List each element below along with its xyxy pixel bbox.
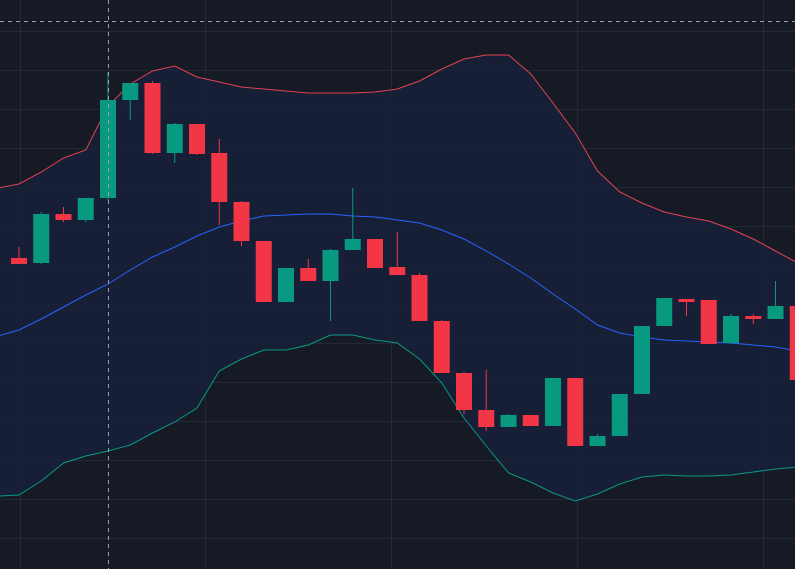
candle-body-up[interactable] [166,124,183,153]
candle-body-down[interactable] [478,410,495,427]
candle-body-down[interactable] [233,202,250,241]
candle-body-down[interactable] [367,239,383,268]
candle-body-down[interactable] [789,306,795,380]
candle[interactable] [745,314,762,324]
candle-body-up[interactable] [611,394,628,436]
candle-body-up[interactable] [122,83,139,100]
candle-body-down[interactable] [433,321,450,373]
candle[interactable] [144,81,161,154]
candle-body-up[interactable] [723,316,739,343]
candle[interactable] [367,239,383,268]
candle[interactable] [589,434,606,446]
candle[interactable] [278,268,294,302]
candle[interactable] [300,259,317,281]
candle[interactable] [55,207,72,222]
candle[interactable] [478,370,495,431]
candle-body-down[interactable] [11,258,27,264]
candle[interactable] [456,372,472,414]
candle-body-up[interactable] [33,214,50,263]
band-area [0,55,795,501]
candle[interactable] [411,273,428,321]
candle[interactable] [77,198,94,222]
bollinger-bands [0,54,795,502]
candle[interactable] [611,394,628,436]
candle[interactable] [789,306,795,380]
lower-band-line [0,334,795,502]
bollinger-band-fill [0,55,795,501]
candle[interactable] [122,83,139,120]
candle-body-down[interactable] [456,373,472,410]
candle-body-down[interactable] [745,316,762,319]
candle-body-up[interactable] [77,198,94,220]
candle-body-up[interactable] [322,250,339,281]
candle[interactable] [767,281,784,319]
candle[interactable] [11,247,27,264]
candle[interactable] [389,232,406,275]
candle-body-down[interactable] [211,153,228,202]
candles[interactable] [11,72,795,446]
candle-body-down[interactable] [255,241,272,302]
candle-body-up[interactable] [278,268,294,302]
upper-band-line [0,54,795,263]
candle[interactable] [189,124,205,155]
candle-body-up[interactable] [500,415,517,427]
candle[interactable] [678,299,695,316]
candle-body-down[interactable] [300,268,317,281]
candle[interactable] [255,241,272,302]
candle-body-up[interactable] [100,100,116,198]
candle[interactable] [500,414,517,427]
candle-body-up[interactable] [767,306,784,319]
candle[interactable] [634,326,650,394]
candle-body-down[interactable] [389,267,406,275]
candle[interactable] [433,320,450,373]
candle-body-down[interactable] [144,83,161,153]
candle[interactable] [567,378,584,446]
candle[interactable] [656,298,673,326]
candle[interactable] [723,314,739,344]
candle-body-up[interactable] [545,378,561,426]
candle[interactable] [233,201,250,246]
candle-body-down[interactable] [189,124,205,154]
candle-body-down[interactable] [411,275,428,321]
candle-body-up[interactable] [344,239,361,250]
candle[interactable] [522,415,539,426]
candle[interactable] [211,139,228,225]
candle-body-up[interactable] [656,298,673,326]
candle[interactable] [700,300,717,344]
candle-body-up[interactable] [634,326,650,394]
middle-band-line [0,213,795,352]
candle[interactable] [545,378,561,426]
candle-body-down[interactable] [55,214,72,220]
candle-body-up[interactable] [589,436,606,446]
candle-body-down[interactable] [567,378,584,446]
candle[interactable] [344,188,361,250]
candle[interactable] [322,249,339,321]
candle-body-down[interactable] [700,300,717,344]
candle-body-down[interactable] [522,415,539,426]
candle[interactable] [166,123,183,163]
candle-body-down[interactable] [678,299,695,302]
candle[interactable] [33,212,50,264]
